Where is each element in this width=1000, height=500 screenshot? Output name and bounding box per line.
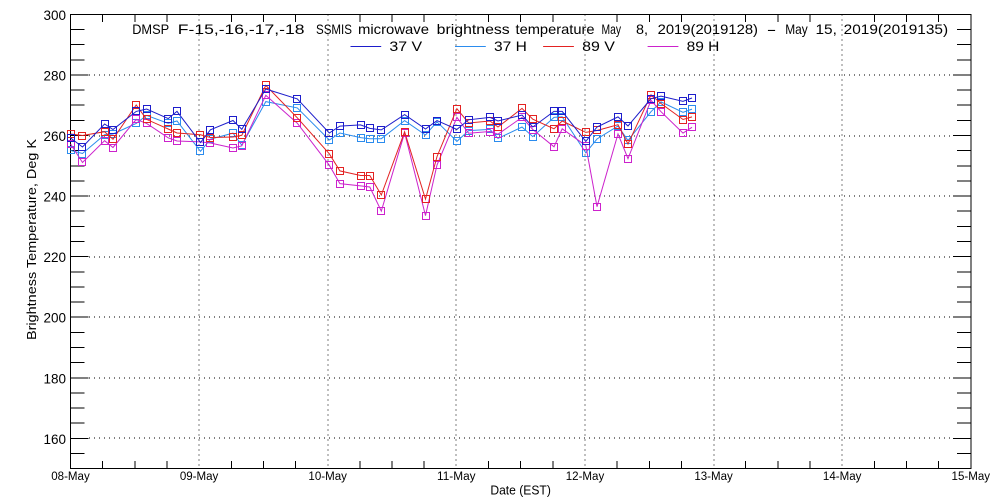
svg-text:37 V: 37 V [389,38,423,54]
svg-text:200: 200 [44,310,67,326]
svg-text:SSMIS: SSMIS [316,21,352,37]
svg-text:Date (EST): Date (EST) [490,483,551,498]
svg-text:Brightness Temperature, Deg K: Brightness Temperature, Deg K [24,139,39,340]
svg-text:12-May: 12-May [566,471,605,483]
svg-text:-: - [767,21,777,37]
svg-text:2019(2019135): 2019(2019135) [844,21,948,37]
svg-text:15-May: 15-May [952,471,991,483]
svg-text:8,: 8, [636,21,648,37]
svg-text:260: 260 [44,128,67,144]
svg-text:08-May: 08-May [51,471,90,483]
svg-text:15,: 15, [816,21,837,37]
svg-text:14-May: 14-May [823,471,862,483]
svg-text:May: May [785,21,808,37]
svg-text:May: May [602,21,622,37]
svg-text:180: 180 [44,370,67,386]
svg-text:brightness: brightness [437,21,510,37]
svg-text:10-May: 10-May [308,471,347,483]
svg-text:300: 300 [44,7,67,23]
svg-text:11-May: 11-May [437,471,476,483]
svg-text:temperature: temperature [516,21,595,37]
svg-text:DMSP: DMSP [132,21,169,37]
svg-text:2019(2019128): 2019(2019128) [658,21,758,37]
svg-text:F-15,-16,-17,-18: F-15,-16,-17,-18 [178,21,305,37]
svg-text:13-May: 13-May [694,471,733,483]
svg-text:240: 240 [44,189,67,205]
svg-text:160: 160 [44,431,67,447]
svg-text:220: 220 [44,249,67,265]
svg-text:89 H: 89 H [687,38,720,54]
svg-text:89 V: 89 V [582,38,616,54]
svg-text:37 H: 37 H [494,38,527,54]
svg-text:280: 280 [44,68,67,84]
svg-text:microwave: microwave [358,21,429,37]
svg-text:09-May: 09-May [180,471,219,483]
